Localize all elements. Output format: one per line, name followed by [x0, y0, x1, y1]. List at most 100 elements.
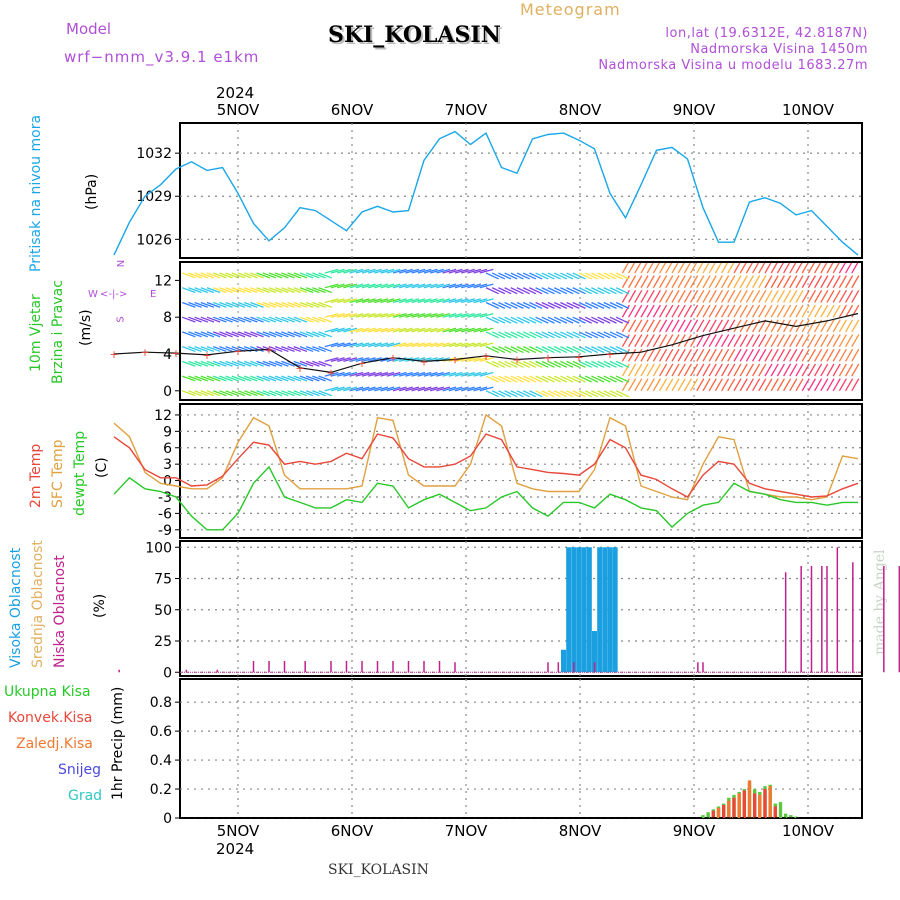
wind-barb	[467, 342, 482, 348]
high-cloud-bar	[586, 547, 592, 673]
wind-barb	[430, 342, 444, 348]
wind-barb	[510, 360, 524, 368]
wind-barb	[832, 378, 841, 392]
wind-barb	[423, 371, 438, 377]
wind-barb	[312, 331, 326, 338]
wind-barb	[498, 331, 512, 339]
wind-barb	[200, 375, 215, 382]
wind-barb	[652, 290, 661, 303]
wind-barb	[417, 371, 432, 377]
wind-barb	[504, 272, 518, 280]
wind-barb	[411, 386, 426, 392]
wind-barb	[615, 390, 630, 398]
wind-barb	[399, 371, 413, 377]
wind-barb	[299, 301, 314, 308]
wind-barb	[591, 316, 605, 324]
wind-barb	[535, 331, 549, 339]
wind-barb	[504, 301, 518, 309]
wind-barb	[702, 275, 711, 289]
wind-barb	[225, 390, 239, 397]
wind-barb	[324, 386, 339, 392]
wind-barb	[417, 386, 432, 392]
wind-barb	[851, 290, 860, 303]
wind-barb	[374, 327, 389, 333]
wind-barb	[690, 363, 699, 377]
high-cloud-bar	[576, 547, 582, 673]
wind-barb	[361, 283, 376, 289]
wind-barb	[485, 346, 499, 354]
wind-barb	[250, 331, 264, 338]
wind-barb	[318, 346, 332, 353]
wind-barb	[770, 334, 779, 347]
precip-bar	[778, 802, 783, 818]
wind-barb	[535, 375, 549, 383]
wind-barb	[529, 360, 543, 368]
wind-barb	[609, 272, 623, 280]
wind-barb	[219, 331, 233, 338]
wind-barb	[250, 301, 264, 308]
wind-barb	[820, 348, 829, 362]
wind-barb	[293, 346, 308, 353]
wind-barb	[560, 301, 574, 309]
wind-barb	[479, 327, 494, 333]
wind-barb	[206, 331, 221, 338]
ytick-label-2-5: 6	[163, 441, 172, 457]
wind-barb	[386, 312, 401, 318]
wind-barb	[330, 386, 345, 392]
wind-barb	[801, 290, 810, 303]
wind-barb	[597, 346, 611, 354]
wind-barb	[436, 371, 451, 377]
wind-barb	[541, 360, 555, 368]
wind-barb	[188, 316, 202, 323]
wind-barb	[442, 312, 457, 318]
wind-barb	[312, 390, 326, 397]
wind-barb	[243, 390, 258, 397]
wind-barb	[405, 298, 420, 304]
wind-barb	[752, 275, 761, 289]
wind-barb	[659, 378, 668, 392]
wind-barb	[801, 363, 810, 377]
wind-barb	[417, 298, 432, 304]
wind-barb	[597, 390, 611, 398]
wind-barb	[845, 275, 854, 289]
wind-barb	[776, 275, 785, 289]
wind-barb	[237, 331, 252, 338]
wind-barb	[832, 363, 841, 377]
wind-barb	[287, 346, 301, 353]
wind-barb	[231, 272, 246, 279]
precip-bar	[727, 800, 731, 818]
wind-barb	[504, 390, 518, 398]
wind-barb	[436, 268, 451, 274]
wind-barb	[181, 360, 196, 367]
wind-barb	[566, 316, 580, 324]
wind-barb	[498, 287, 512, 295]
wind-barb	[200, 287, 215, 294]
panel-frame-0	[179, 122, 863, 259]
wind-barb	[479, 357, 494, 362]
wind-barb	[783, 378, 792, 392]
wind-barb	[597, 360, 611, 368]
precip-bar	[732, 797, 736, 818]
wind-barb	[349, 327, 364, 333]
wind-barb	[504, 346, 518, 354]
wind-barb	[448, 327, 463, 333]
wind-barb	[430, 312, 444, 318]
precip-bar	[701, 815, 705, 818]
wind-barb	[597, 301, 611, 309]
day-label-top-3: 8NOV	[559, 101, 602, 119]
wind-barb	[553, 360, 568, 368]
wind-barb	[745, 378, 754, 392]
wind-barb	[758, 348, 767, 362]
wind-barb	[535, 272, 549, 280]
wind-barb	[522, 272, 537, 280]
wind-barb	[671, 304, 680, 318]
wind-barb	[541, 375, 555, 383]
wind-barb	[485, 375, 499, 383]
wind-barb	[764, 334, 773, 347]
ytick-label-4-2: 0.4	[150, 753, 172, 769]
wind-barb	[702, 378, 711, 392]
wind-barb	[268, 375, 283, 382]
wind-barb	[467, 312, 482, 318]
wind-barb	[212, 316, 227, 323]
wind-barb	[572, 331, 586, 339]
